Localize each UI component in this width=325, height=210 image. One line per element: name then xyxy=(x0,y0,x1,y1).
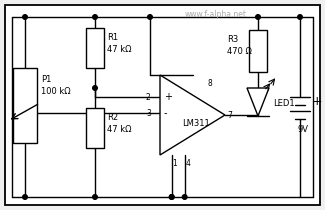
Circle shape xyxy=(169,195,174,199)
Text: 8: 8 xyxy=(207,79,212,88)
Circle shape xyxy=(148,15,152,19)
Text: R1: R1 xyxy=(107,34,118,42)
Text: LED1: LED1 xyxy=(273,98,295,108)
Text: 47 kΩ: 47 kΩ xyxy=(107,45,132,54)
Text: 3: 3 xyxy=(146,109,151,118)
Circle shape xyxy=(23,15,27,19)
Circle shape xyxy=(93,15,97,19)
Text: R2: R2 xyxy=(107,113,118,122)
Text: 4: 4 xyxy=(186,159,190,168)
Text: R3: R3 xyxy=(227,35,238,45)
Circle shape xyxy=(298,15,302,19)
Polygon shape xyxy=(247,88,269,116)
Bar xyxy=(249,30,267,72)
Circle shape xyxy=(169,195,174,199)
Text: P1: P1 xyxy=(41,76,51,84)
Circle shape xyxy=(93,195,97,199)
Circle shape xyxy=(182,195,187,199)
Bar xyxy=(86,108,104,148)
Text: -: - xyxy=(164,108,167,118)
Text: +: + xyxy=(164,92,172,102)
Circle shape xyxy=(256,15,260,19)
Circle shape xyxy=(23,195,27,199)
Text: 9V: 9V xyxy=(298,125,309,134)
Text: 470 Ω: 470 Ω xyxy=(227,46,252,55)
Text: LM311: LM311 xyxy=(182,118,210,127)
Bar xyxy=(86,28,104,68)
Text: www.f-alpha.net: www.f-alpha.net xyxy=(185,10,247,19)
Text: 2: 2 xyxy=(146,92,151,101)
Text: 47 kΩ: 47 kΩ xyxy=(107,125,132,134)
Polygon shape xyxy=(160,75,225,155)
Text: 100 kΩ: 100 kΩ xyxy=(41,87,71,96)
Text: 7: 7 xyxy=(227,110,232,119)
Text: +: + xyxy=(312,95,323,108)
Text: 1: 1 xyxy=(173,159,177,168)
Bar xyxy=(13,68,37,143)
Circle shape xyxy=(93,86,97,90)
